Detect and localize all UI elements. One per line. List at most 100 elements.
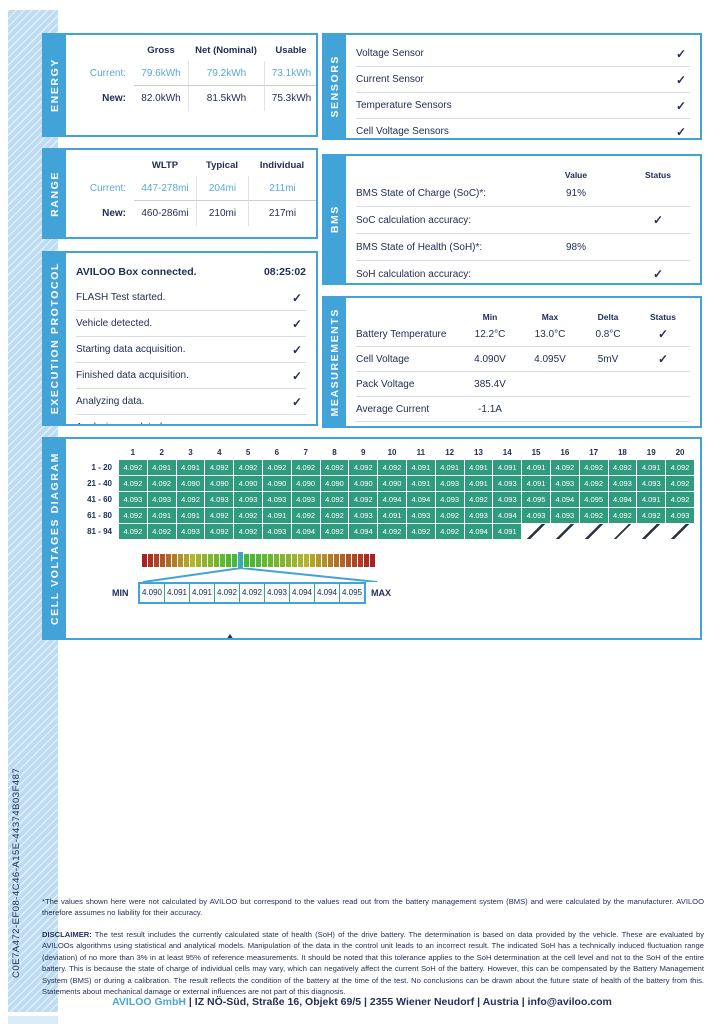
cell-voltage: 4.092 <box>579 508 608 523</box>
measurement-label: Battery Temperature <box>356 328 447 340</box>
scale-detail-value: 4.095 <box>340 584 364 602</box>
scale-swatch <box>370 553 375 567</box>
cell-voltage: 4.092 <box>147 476 176 491</box>
measurement-max: 4.095V <box>534 353 566 365</box>
cell-voltage: 4.090 <box>176 476 205 491</box>
average-marker: AVERAGE <box>195 634 265 638</box>
scale-swatch <box>250 553 255 567</box>
min-label: MIN <box>112 588 129 598</box>
scale-swatch <box>232 553 237 567</box>
cell-voltage: 4.094 <box>493 508 522 523</box>
max-header: Max <box>541 312 559 322</box>
range-section-band: RANGE <box>44 150 66 237</box>
cell-voltage: 4.092 <box>608 460 637 475</box>
sensors-section-label: SENSORS <box>329 55 341 118</box>
bms-table: Value Status BMS State of Charge (SoC)*: 91… <box>346 156 700 283</box>
cell-voltage: 4.093 <box>119 492 147 507</box>
bms-row-label: BMS State of Charge (SoC)*: <box>356 187 487 199</box>
checklist-item-label: Cell Voltage Sensors <box>356 126 449 137</box>
report-id: C0E7A472-EF08-4C46-A15E-44374B03F487 <box>11 767 22 979</box>
cell-voltage: 4.092 <box>666 460 694 475</box>
measurement-label: Cell Voltage <box>356 353 410 365</box>
cell-voltages-section-label: CELL VOLTAGES DIAGRAM <box>49 451 61 626</box>
scale-detail-value: 4.093 <box>265 584 290 602</box>
checkmark-icon: ✓ <box>292 421 306 425</box>
measurement-label: Average Current <box>356 403 430 415</box>
cell-voltage: 4.094 <box>291 524 320 539</box>
cell-missing-slash <box>579 524 608 539</box>
cell-voltage: 4.091 <box>176 508 205 523</box>
cell-voltages-content: 1 2 3 4 5 6 7 8 9 10 11 12 13 14 15 16 17 18 19 20 1 - 20 4.0… <box>66 439 700 638</box>
cell-voltage: 4.091 <box>406 476 435 491</box>
footer-brand: AVILOO GmbH <box>112 996 187 1008</box>
table-header-row: Gross Net (Nominal) Usable <box>76 41 306 61</box>
cell-voltage: 4.094 <box>550 492 579 507</box>
scale-swatch <box>310 553 315 567</box>
value-cell: 211mi <box>248 176 316 201</box>
cell-voltage: 4.090 <box>291 476 320 491</box>
cell-voltage: 4.091 <box>493 460 522 475</box>
measurements-row: Battery Temperature 12.2°C 13.0°C 0.8°C ✓ <box>356 322 690 347</box>
cell-missing-slash <box>608 524 637 539</box>
checkmark-icon: ✓ <box>675 72 686 87</box>
cell-voltage: 4.092 <box>119 476 147 491</box>
voltage-color-scale <box>142 551 378 569</box>
scale-swatch <box>304 553 309 567</box>
cell-voltage: 4.093 <box>637 476 666 491</box>
cv-column-header: 5 <box>245 448 251 457</box>
checklist-row: Analysis completed. ✓ <box>76 415 306 425</box>
measurement-max: 13.0°C <box>534 328 566 340</box>
bms-value-header: Value <box>564 170 588 180</box>
cell-voltage: 4.092 <box>666 492 694 507</box>
bms-section-band: BMS <box>324 156 346 283</box>
sensors-list: Voltage Sensor ✓ Current Sensor ✓ Temperatur… <box>346 35 700 138</box>
scale-swatch <box>172 553 177 567</box>
scale-swatch <box>352 553 357 567</box>
scale-swatch <box>202 553 207 567</box>
measurements-header-row: Min Max Delta Status <box>356 304 690 322</box>
execution-protocol-content: AVILOO Box connected. 08:25:02 FLASH Tes… <box>66 253 316 424</box>
bms-row-value: 98% <box>565 241 586 253</box>
column-header: WLTP <box>151 160 179 171</box>
bms-row-label: SoH calculation accuracy: <box>356 268 472 280</box>
cell-voltage: 4.094 <box>349 524 378 539</box>
column-header: Gross <box>147 45 175 56</box>
footnote-text: *The values shown here were not calculat… <box>42 897 704 918</box>
cell-voltage: 4.091 <box>147 508 176 523</box>
cell-voltage: 4.093 <box>147 492 176 507</box>
bms-row-value: 91% <box>565 187 586 199</box>
checkmark-icon: ✓ <box>652 267 664 281</box>
checkmark-icon: ✓ <box>675 98 686 113</box>
energy-section-band: ENERGY <box>44 35 66 135</box>
cell-voltage: 4.092 <box>666 476 694 491</box>
cell-voltage: 4.093 <box>234 492 262 507</box>
scale-detail-value: 4.091 <box>190 584 215 602</box>
checklist-row: Analyzing data. ✓ <box>76 389 306 415</box>
cell-voltage: 4.092 <box>637 508 666 523</box>
cell-voltage: 4.092 <box>464 492 493 507</box>
cv-column-header: 17 <box>589 448 599 457</box>
cell-voltage: 4.091 <box>176 460 205 475</box>
cell-voltage: 4.092 <box>119 524 147 539</box>
cell-voltage: 4.092 <box>205 460 234 475</box>
measurements-section-label: MEASUREMENTS <box>329 307 341 417</box>
energy-section-label: ENERGY <box>49 58 61 112</box>
cell-voltage: 4.091 <box>435 460 464 475</box>
scale-swatch <box>184 553 189 567</box>
scale-swatch <box>148 553 153 567</box>
cell-voltage: 4.092 <box>176 492 205 507</box>
cell-voltage: 4.093 <box>493 476 522 491</box>
value-cell: 79.6kWh <box>134 61 188 86</box>
cell-voltage: 4.093 <box>291 492 320 507</box>
disclaimer-body: The test result includes the currently c… <box>42 930 704 996</box>
bms-row: SoC calculation accuracy: ✓ <box>356 207 690 234</box>
cell-voltage: 4.092 <box>435 508 464 523</box>
disclaimer-label: DISCLAIMER: <box>42 930 92 939</box>
checkmark-icon: ✓ <box>291 342 302 357</box>
scale-swatch <box>268 553 273 567</box>
checkmark-icon: ✓ <box>657 327 669 341</box>
value-cell: 460-286mi <box>141 208 189 219</box>
cell-voltage: 4.090 <box>205 476 234 491</box>
table-row: Current: 447-278mi 204mi 211mi <box>76 176 316 201</box>
scale-swatch <box>166 553 171 567</box>
